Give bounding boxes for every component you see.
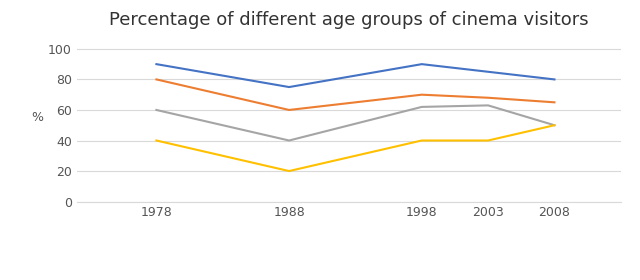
Line: Age 50+: Age 50+: [156, 125, 554, 171]
Age 35-49: [484, 104, 492, 107]
Age 50+: [285, 169, 293, 173]
Line: Age 25-34: Age 25-34: [156, 80, 554, 110]
Age 50+: [418, 139, 426, 142]
Line: Age 14-24: Age 14-24: [156, 64, 554, 87]
Line: Age 35-49: Age 35-49: [156, 105, 554, 141]
Age 14-24: [418, 62, 426, 66]
Age 25-34: [550, 101, 558, 104]
Age 14-24: [484, 70, 492, 73]
Age 14-24: [550, 78, 558, 81]
Age 35-49: [152, 108, 160, 112]
Age 50+: [550, 123, 558, 127]
Age 25-34: [418, 93, 426, 96]
Age 25-34: [285, 108, 293, 112]
Age 25-34: [152, 78, 160, 81]
Age 50+: [484, 139, 492, 142]
Age 14-24: [152, 62, 160, 66]
Age 35-49: [550, 123, 558, 127]
Age 35-49: [418, 105, 426, 109]
Y-axis label: %: %: [31, 111, 43, 124]
Legend: Age 14-24, Age 25-34, Age 35-49, Age 50+: Age 14-24, Age 25-34, Age 35-49, Age 50+: [118, 278, 579, 280]
Age 50+: [152, 139, 160, 142]
Age 25-34: [484, 96, 492, 99]
Age 35-49: [285, 139, 293, 142]
Age 14-24: [285, 85, 293, 89]
Title: Percentage of different age groups of cinema visitors: Percentage of different age groups of ci…: [109, 11, 589, 29]
